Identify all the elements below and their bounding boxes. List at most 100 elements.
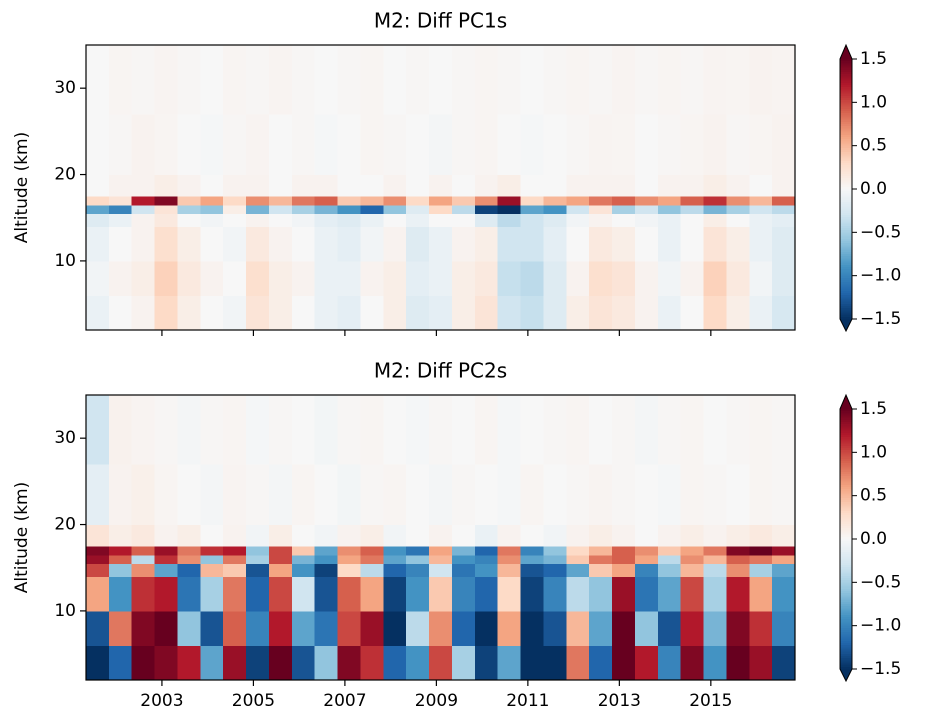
heatmap-cell xyxy=(314,395,339,465)
heatmap-cell xyxy=(383,563,407,577)
heatmap-cell xyxy=(291,576,316,612)
heatmap-cell xyxy=(246,196,270,206)
heatmap-cell xyxy=(634,45,659,115)
colorbar-tick-label: −0.5 xyxy=(860,572,901,592)
heatmap-cell xyxy=(726,610,750,646)
heatmap-cell xyxy=(497,610,522,646)
heatmap-cell xyxy=(566,524,590,547)
heatmap-cell xyxy=(589,546,613,556)
heatmap-cell xyxy=(177,554,201,564)
heatmap-cell xyxy=(749,213,773,227)
heatmap-cell xyxy=(680,226,705,262)
heatmap-cell xyxy=(200,464,224,526)
heatmap-cell xyxy=(703,554,727,564)
heatmap-cell xyxy=(406,114,430,176)
heatmap-cell xyxy=(657,295,682,331)
y-tick-label: 30 xyxy=(54,428,76,448)
heatmap-cell xyxy=(291,295,316,331)
heatmap-cell xyxy=(589,554,613,564)
colorbar-step xyxy=(840,228,852,231)
heatmap-cell xyxy=(634,174,659,197)
heatmap-cell xyxy=(497,563,522,577)
heatmap-cell xyxy=(589,563,613,577)
colorbar-step xyxy=(840,660,852,664)
heatmap-cell xyxy=(314,213,339,227)
heatmap-cell xyxy=(772,464,796,526)
heatmap-cell xyxy=(108,610,133,646)
colorbar-step xyxy=(840,160,852,164)
colorbar-tick-label: −1.5 xyxy=(860,659,901,679)
colorbar-step xyxy=(840,275,852,279)
colorbar-step xyxy=(840,567,852,570)
colorbar-step xyxy=(840,284,852,288)
heatmap-cell xyxy=(749,226,773,262)
heatmap-cell xyxy=(246,563,270,577)
colorbar-step xyxy=(840,506,852,510)
heatmap-cell xyxy=(429,213,453,227)
heatmap-cell xyxy=(429,260,453,296)
colorbar-step xyxy=(840,463,852,466)
colorbar-step xyxy=(840,536,852,540)
heatmap-cell xyxy=(246,226,270,262)
heatmap-cell xyxy=(520,196,544,206)
heatmap-cell xyxy=(589,395,613,465)
colorbar-step xyxy=(840,417,852,421)
x-tick-label: 2007 xyxy=(323,691,366,711)
heatmap-cell xyxy=(451,610,476,646)
heatmap-cell xyxy=(657,114,682,176)
heatmap-cell xyxy=(543,546,567,556)
colorbar-step xyxy=(840,69,852,73)
heatmap-cell xyxy=(314,295,339,331)
heatmap-cell xyxy=(520,204,544,214)
colorbar-tick-label: 1.0 xyxy=(860,442,887,462)
colorbar-step xyxy=(840,256,852,259)
heatmap-cell xyxy=(749,554,773,564)
heatmap-cell xyxy=(749,295,773,331)
colorbar-step xyxy=(840,80,852,84)
heatmap-cell xyxy=(406,295,430,331)
heatmap-cell xyxy=(497,45,522,115)
colorbar-step xyxy=(840,430,852,434)
heatmap-cell xyxy=(520,395,544,465)
heatmap-cell xyxy=(383,645,407,681)
colorbar-step xyxy=(840,441,852,445)
heatmap-cell xyxy=(612,563,636,577)
colorbar-step xyxy=(840,271,852,275)
colorbar-step xyxy=(840,565,852,568)
heatmap-cell xyxy=(108,114,133,176)
heatmap-cell xyxy=(200,295,224,331)
heatmap-cell xyxy=(520,610,544,646)
heatmap-cell xyxy=(634,295,659,331)
colorbar-step xyxy=(840,560,852,564)
colorbar-step xyxy=(840,571,852,575)
colorbar-step xyxy=(840,241,852,244)
heatmap-cell xyxy=(177,174,201,197)
colorbar-step xyxy=(840,458,852,462)
heatmap-cell xyxy=(703,464,727,526)
heatmap-cell xyxy=(474,554,499,564)
heatmap-cell xyxy=(268,645,293,681)
heatmap-cell xyxy=(337,295,361,331)
heatmap-cell xyxy=(360,204,384,214)
heatmap-cell xyxy=(543,204,567,214)
heatmap-cell xyxy=(268,576,293,612)
heatmap-cells xyxy=(86,395,796,681)
heatmap-cell xyxy=(772,196,796,206)
heatmap-cell xyxy=(223,554,247,564)
colorbar-step xyxy=(840,137,852,140)
colorbar xyxy=(840,409,852,670)
heatmap-cell xyxy=(772,610,796,646)
colorbar-step xyxy=(840,584,852,588)
x-tick-label: 2013 xyxy=(598,691,641,711)
heatmap-cell xyxy=(589,196,613,206)
heatmap-cell xyxy=(543,226,567,262)
colorbar-step xyxy=(840,210,852,214)
heatmap-cell xyxy=(543,576,567,612)
heatmap-cell xyxy=(314,563,339,577)
heatmap-cell xyxy=(429,174,453,197)
heatmap-cell xyxy=(360,226,384,262)
heatmap-cell xyxy=(314,546,339,556)
heatmap-cell xyxy=(177,546,201,556)
heatmap-cell xyxy=(612,464,636,526)
heatmap-cell xyxy=(108,524,133,547)
